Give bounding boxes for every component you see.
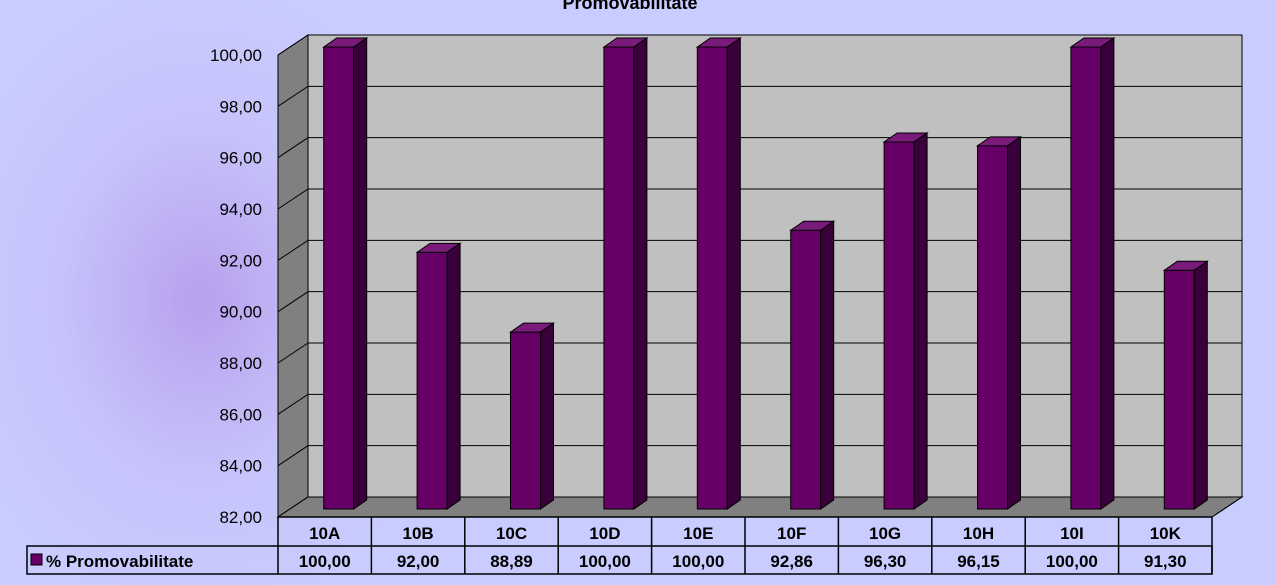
value-label-10f: 92,86	[770, 552, 813, 571]
gridline	[277, 85, 1242, 107]
y-tick-label: 86,00	[219, 405, 262, 424]
gridline	[277, 445, 1242, 467]
bar-10e	[695, 37, 742, 510]
bar-side	[1193, 260, 1208, 510]
gridline	[277, 342, 1242, 364]
bar-10c	[508, 322, 556, 510]
legend-swatch	[30, 553, 43, 566]
gridline	[277, 137, 1242, 159]
bar-side	[726, 37, 741, 510]
bar-side	[446, 242, 461, 510]
value-label-10c: 88,89	[490, 552, 533, 571]
y-tick-label: 90,00	[219, 303, 262, 322]
bar-10d	[602, 37, 649, 510]
bar-10a	[322, 37, 369, 510]
category-label-10c: 10C	[496, 524, 527, 543]
table-floor-edge	[1211, 496, 1243, 518]
bar-side	[820, 220, 835, 510]
bar-side	[1100, 37, 1115, 510]
gridline	[277, 393, 1242, 415]
bar-front	[790, 229, 822, 510]
y-tick-label: 98,00	[219, 97, 262, 116]
bar-10k	[1162, 260, 1209, 510]
bar-10f	[789, 220, 836, 510]
bar-front	[883, 141, 915, 510]
bar-front	[603, 46, 635, 510]
category-label-10g: 10G	[869, 524, 901, 543]
bar-side	[540, 322, 554, 510]
y-tick-label: 94,00	[219, 200, 262, 219]
chart-title: Promovabilitate	[562, 0, 697, 13]
category-label-10k: 10K	[1150, 524, 1182, 543]
side-wall	[277, 34, 309, 518]
value-label-10d: 100,00	[579, 552, 631, 571]
value-label-10i: 100,00	[1046, 552, 1098, 571]
category-label-10a: 10A	[309, 524, 340, 543]
bar-front	[416, 251, 448, 510]
y-tick-label: 82,00	[219, 508, 262, 527]
data-table: 10A 100,00 10B 92,00 10C 88,89 10D 100,00 10E 100…	[26, 496, 1243, 575]
bar-side	[353, 37, 368, 510]
bar-front	[977, 145, 1008, 510]
category-label-10b: 10B	[403, 524, 434, 543]
gridline	[277, 34, 1242, 56]
bars	[322, 37, 1209, 510]
bar-10g	[882, 132, 929, 510]
value-label-10b: 92,00	[397, 552, 440, 571]
bar-side	[1007, 135, 1021, 510]
y-axis: 82,00 84,00 86,00 88,00 90,00 92,00 94,00 96,00…	[210, 46, 262, 527]
value-label-10k: 91,30	[1144, 552, 1187, 571]
bar-front	[1070, 46, 1102, 510]
y-tick-label: 84,00	[219, 457, 262, 476]
value-label-10g: 96,30	[864, 552, 907, 571]
bar-side	[913, 132, 928, 510]
y-tick-label: 88,00	[219, 354, 262, 373]
category-label-10f: 10F	[777, 524, 806, 543]
y-tick-label: 92,00	[219, 251, 262, 270]
bar-10h	[975, 135, 1023, 510]
value-label-10e: 100,00	[672, 552, 724, 571]
y-tick-label: 96,00	[219, 149, 262, 168]
bar-front	[696, 46, 728, 510]
bar-front	[323, 46, 355, 510]
gridline	[277, 291, 1242, 313]
bar-front	[510, 331, 541, 510]
category-label-10i: 10I	[1060, 524, 1084, 543]
category-label-10d: 10D	[589, 524, 620, 543]
y-tick-label: 100,00	[210, 46, 262, 65]
value-label-10h: 96,15	[957, 552, 1000, 571]
gridline	[277, 188, 1242, 210]
value-label-10a: 100,00	[299, 552, 351, 571]
category-label-10e: 10E	[683, 524, 713, 543]
bar-side	[633, 37, 648, 510]
series-name-label: % Promovabilitate	[46, 552, 193, 571]
bar-front	[1163, 269, 1195, 510]
bar-10b	[415, 242, 462, 510]
category-label-10h: 10H	[963, 524, 994, 543]
gridline	[277, 239, 1242, 261]
bar-10i	[1069, 37, 1116, 510]
